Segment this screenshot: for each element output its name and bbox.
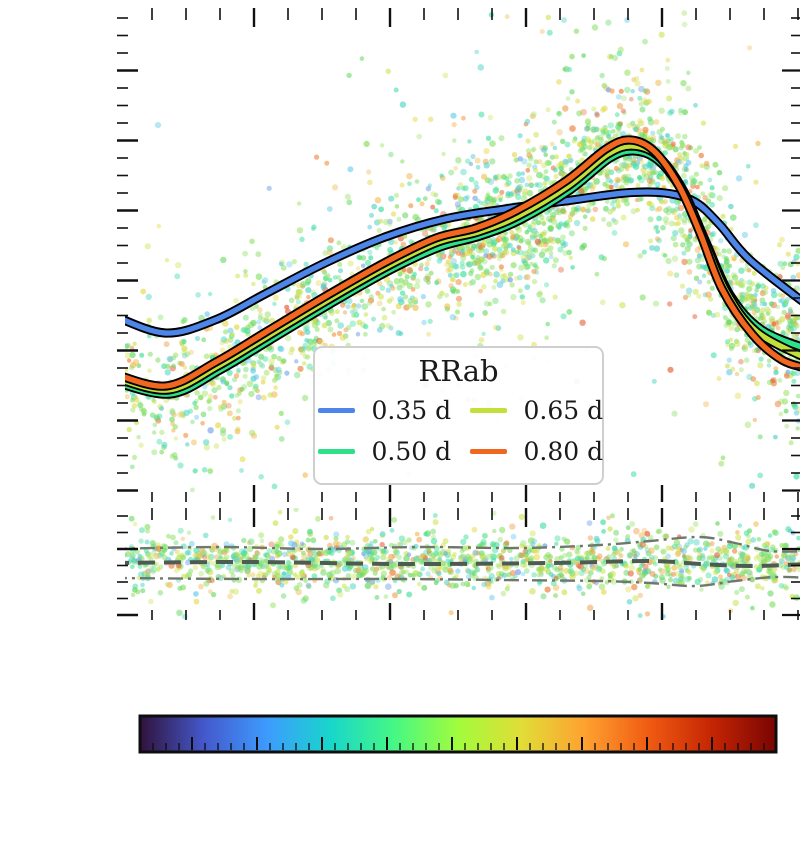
colorbar xyxy=(140,716,776,752)
legend-line-0.50d xyxy=(317,448,355,454)
legend-label-0.80d: 0.80 d xyxy=(523,436,604,466)
residual-envelope xyxy=(125,535,800,588)
legend-entries: 0.35 d 0.65 d 0.50 d 0.80 d xyxy=(315,395,604,466)
legend-line-0.65d xyxy=(469,407,507,413)
legend-line-0.35d xyxy=(317,407,355,413)
main-panel-scatter xyxy=(125,10,800,493)
legend-line-0.80d xyxy=(469,448,507,454)
colorbar-frame-and-ticks xyxy=(138,714,778,754)
legend-label-0.50d: 0.50 d xyxy=(371,436,452,466)
legend-box: RRab 0.35 d 0.65 d 0.50 d 0.80 d xyxy=(313,346,604,485)
legend-label-0.65d: 0.65 d xyxy=(523,395,604,425)
legend-label-0.35d: 0.35 d xyxy=(371,395,452,425)
axis-ticks xyxy=(117,8,800,620)
template-curves xyxy=(125,135,800,399)
legend-title: RRab xyxy=(418,354,499,388)
